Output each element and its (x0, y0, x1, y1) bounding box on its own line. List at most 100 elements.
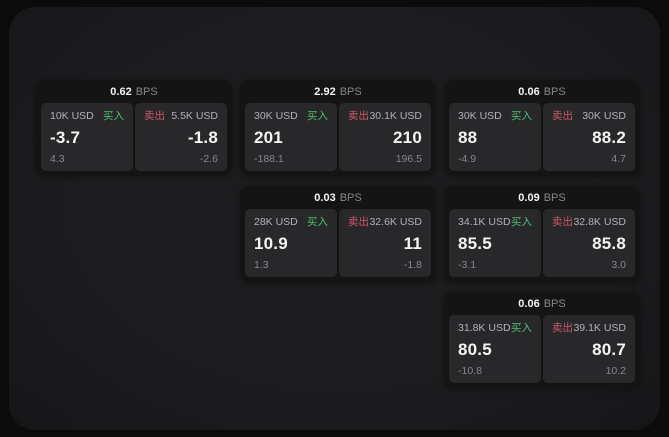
sell-amount: 5.5K USD (171, 110, 218, 122)
buy-price: 201 (254, 128, 283, 147)
buy-panel[interactable]: 28K USD 买入 10.9 1.3 (245, 209, 337, 277)
buy-side-label: 买入 (511, 216, 532, 228)
sell-sub-value: -1.8 (403, 259, 422, 271)
quote-card-header: 0.03 BPS (240, 186, 436, 209)
sell-price: 210 (393, 128, 422, 147)
quote-card: 0.62 BPS 10K USD 买入 -3.7 4.3 卖出 5.5K USD… (36, 80, 232, 176)
quote-card-header: 0.06 BPS (444, 292, 640, 315)
sell-panel[interactable]: 卖出 32.6K USD 11 -1.8 (339, 209, 431, 277)
quote-card-body: 28K USD 买入 10.9 1.3 卖出 32.6K USD 11 -1.8 (240, 209, 436, 282)
sell-panel[interactable]: 卖出 39.1K USD 80.7 10.2 (543, 315, 635, 383)
sell-side-label: 卖出 (552, 216, 573, 228)
bps-value: 0.06 (518, 297, 540, 310)
sell-side-label: 卖出 (552, 110, 573, 122)
sell-panel-top: 卖出 30.1K USD (348, 110, 422, 122)
buy-panel-top: 31.8K USD 买入 (458, 322, 532, 334)
sell-amount: 30.1K USD (369, 110, 422, 122)
bps-unit: BPS (135, 85, 158, 98)
quote-card-header: 0.06 BPS (444, 80, 640, 103)
quote-card: 2.92 BPS 30K USD 买入 201 -188.1 卖出 30.1K … (240, 80, 436, 176)
sell-side-label: 卖出 (348, 110, 369, 122)
bps-unit: BPS (339, 191, 362, 204)
sell-sub-value: 10.2 (605, 365, 626, 377)
sell-sub-value: 4.7 (611, 153, 626, 165)
buy-price: 88 (458, 128, 478, 147)
quote-card-header: 0.09 BPS (444, 186, 640, 209)
sell-panel[interactable]: 卖出 30K USD 88.2 4.7 (543, 103, 635, 171)
quote-card: 0.06 BPS 31.8K USD 买入 80.5 -10.8 卖出 39.1… (444, 292, 640, 388)
sell-panel[interactable]: 卖出 32.8K USD 85.8 3.0 (543, 209, 635, 277)
sell-price: 85.8 (592, 234, 626, 253)
buy-amount: 30K USD (254, 110, 298, 122)
sell-sub-value: -2.6 (199, 153, 218, 165)
sell-panel-top: 卖出 5.5K USD (144, 110, 218, 122)
buy-sub-value: -10.8 (458, 365, 482, 377)
quote-card-body: 30K USD 买入 201 -188.1 卖出 30.1K USD 210 1… (240, 103, 436, 176)
bps-unit: BPS (543, 191, 566, 204)
quote-card-body: 10K USD 买入 -3.7 4.3 卖出 5.5K USD -1.8 -2.… (36, 103, 232, 176)
bps-unit: BPS (543, 297, 566, 310)
buy-panel[interactable]: 34.1K USD 买入 85.5 -3.1 (449, 209, 541, 277)
buy-panel-top: 30K USD 买入 (458, 110, 532, 122)
bps-value: 0.62 (110, 85, 132, 98)
buy-amount: 28K USD (254, 216, 298, 228)
buy-side-label: 买入 (103, 110, 124, 122)
buy-side-label: 买入 (511, 110, 532, 122)
sell-price: 88.2 (592, 128, 626, 147)
buy-sub-value: -4.9 (458, 153, 477, 165)
bps-value: 0.03 (314, 191, 336, 204)
sell-panel[interactable]: 卖出 5.5K USD -1.8 -2.6 (135, 103, 227, 171)
buy-panel[interactable]: 31.8K USD 买入 80.5 -10.8 (449, 315, 541, 383)
sell-panel-top: 卖出 32.6K USD (348, 216, 422, 228)
quotes-window: 0.62 BPS 10K USD 买入 -3.7 4.3 卖出 5.5K USD… (9, 7, 660, 430)
sell-amount: 30K USD (582, 110, 626, 122)
sell-panel-top: 卖出 39.1K USD (552, 322, 626, 334)
sell-amount: 39.1K USD (573, 322, 626, 334)
buy-panel-top: 30K USD 买入 (254, 110, 328, 122)
buy-price: 10.9 (254, 234, 288, 253)
buy-sub-value: -188.1 (254, 153, 284, 165)
buy-sub-value: 1.3 (254, 259, 269, 271)
buy-panel[interactable]: 30K USD 买入 201 -188.1 (245, 103, 337, 171)
bps-value: 0.09 (518, 191, 540, 204)
sell-panel[interactable]: 卖出 30.1K USD 210 196.5 (339, 103, 431, 171)
sell-price: 11 (403, 234, 422, 253)
sell-side-label: 卖出 (144, 110, 165, 122)
buy-amount: 34.1K USD (458, 216, 511, 228)
buy-panel-top: 10K USD 买入 (50, 110, 124, 122)
buy-panel-top: 34.1K USD 买入 (458, 216, 532, 228)
buy-price: 85.5 (458, 234, 492, 253)
quote-card-body: 34.1K USD 买入 85.5 -3.1 卖出 32.8K USD 85.8… (444, 209, 640, 282)
sell-side-label: 卖出 (348, 216, 369, 228)
buy-panel[interactable]: 30K USD 买入 88 -4.9 (449, 103, 541, 171)
sell-panel-top: 卖出 32.8K USD (552, 216, 626, 228)
quote-card: 0.09 BPS 34.1K USD 买入 85.5 -3.1 卖出 32.8K… (444, 186, 640, 282)
buy-side-label: 买入 (511, 322, 532, 334)
quote-card: 0.06 BPS 30K USD 买入 88 -4.9 卖出 30K USD 8… (444, 80, 640, 176)
buy-price: 80.5 (458, 340, 492, 359)
sell-price: -1.8 (187, 128, 218, 147)
bps-value: 2.92 (314, 85, 336, 98)
quote-card: 0.03 BPS 28K USD 买入 10.9 1.3 卖出 32.6K US… (240, 186, 436, 282)
buy-side-label: 买入 (307, 216, 328, 228)
buy-panel[interactable]: 10K USD 买入 -3.7 4.3 (41, 103, 133, 171)
buy-side-label: 买入 (307, 110, 328, 122)
sell-side-label: 卖出 (552, 322, 573, 334)
sell-sub-value: 196.5 (395, 153, 422, 165)
quote-card-body: 30K USD 买入 88 -4.9 卖出 30K USD 88.2 4.7 (444, 103, 640, 176)
sell-sub-value: 3.0 (611, 259, 626, 271)
sell-amount: 32.6K USD (369, 216, 422, 228)
buy-amount: 10K USD (50, 110, 94, 122)
buy-amount: 30K USD (458, 110, 502, 122)
quote-card-header: 2.92 BPS (240, 80, 436, 103)
quote-card-body: 31.8K USD 买入 80.5 -10.8 卖出 39.1K USD 80.… (444, 315, 640, 388)
bps-unit: BPS (339, 85, 362, 98)
buy-amount: 31.8K USD (458, 322, 511, 334)
quote-card-header: 0.62 BPS (36, 80, 232, 103)
bps-value: 0.06 (518, 85, 540, 98)
sell-panel-top: 卖出 30K USD (552, 110, 626, 122)
bps-unit: BPS (543, 85, 566, 98)
sell-price: 80.7 (592, 340, 626, 359)
sell-amount: 32.8K USD (573, 216, 626, 228)
buy-sub-value: -3.1 (458, 259, 477, 271)
